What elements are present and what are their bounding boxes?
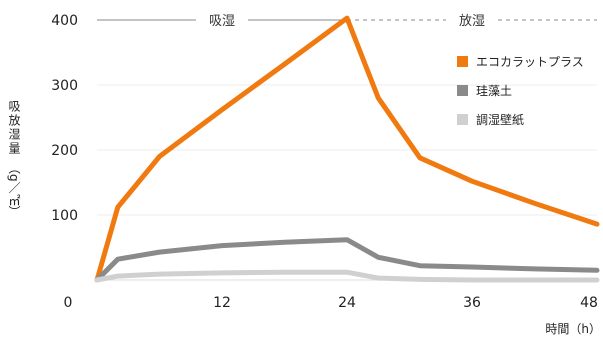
x-tick-label: 48 — [580, 295, 598, 311]
legend-label: 調湿壁紙 — [476, 112, 524, 127]
x-axis-label: 時間（h） — [545, 322, 601, 336]
phase-label: 吸湿 — [209, 14, 235, 29]
series-line — [94, 269, 600, 283]
y-tick-label: 200 — [51, 143, 78, 159]
series-layer — [94, 15, 600, 283]
x-tick-label: 36 — [463, 295, 481, 311]
y-axis-label: 吸放湿量 — [7, 100, 21, 156]
y-tick-label: 300 — [51, 78, 78, 94]
tick-layer: 100 200 300 400 0 12 24 36 48 — [51, 13, 598, 311]
phase-label: 放湿 — [459, 14, 485, 29]
legend-swatch — [457, 85, 468, 96]
x-tick-label: 12 — [213, 295, 231, 311]
legend-swatch — [457, 114, 468, 125]
series-line — [94, 15, 600, 283]
phase-layer: 吸湿 放湿 — [97, 14, 597, 29]
x-tick-label: 0 — [64, 295, 73, 311]
series-line — [94, 237, 600, 283]
legend-label: 珪藻土 — [476, 84, 512, 98]
y-tick-label: 100 — [51, 208, 78, 224]
y-axis-unit: （g／㎡） — [7, 162, 21, 218]
legend-label: エコカラットプラス — [476, 55, 584, 69]
y-axis-label-wrap: 吸放湿量 （g／㎡） — [6, 100, 26, 218]
legend-swatch — [457, 56, 468, 67]
y-tick-label: 400 — [51, 13, 78, 29]
x-tick-label: 24 — [338, 295, 356, 311]
